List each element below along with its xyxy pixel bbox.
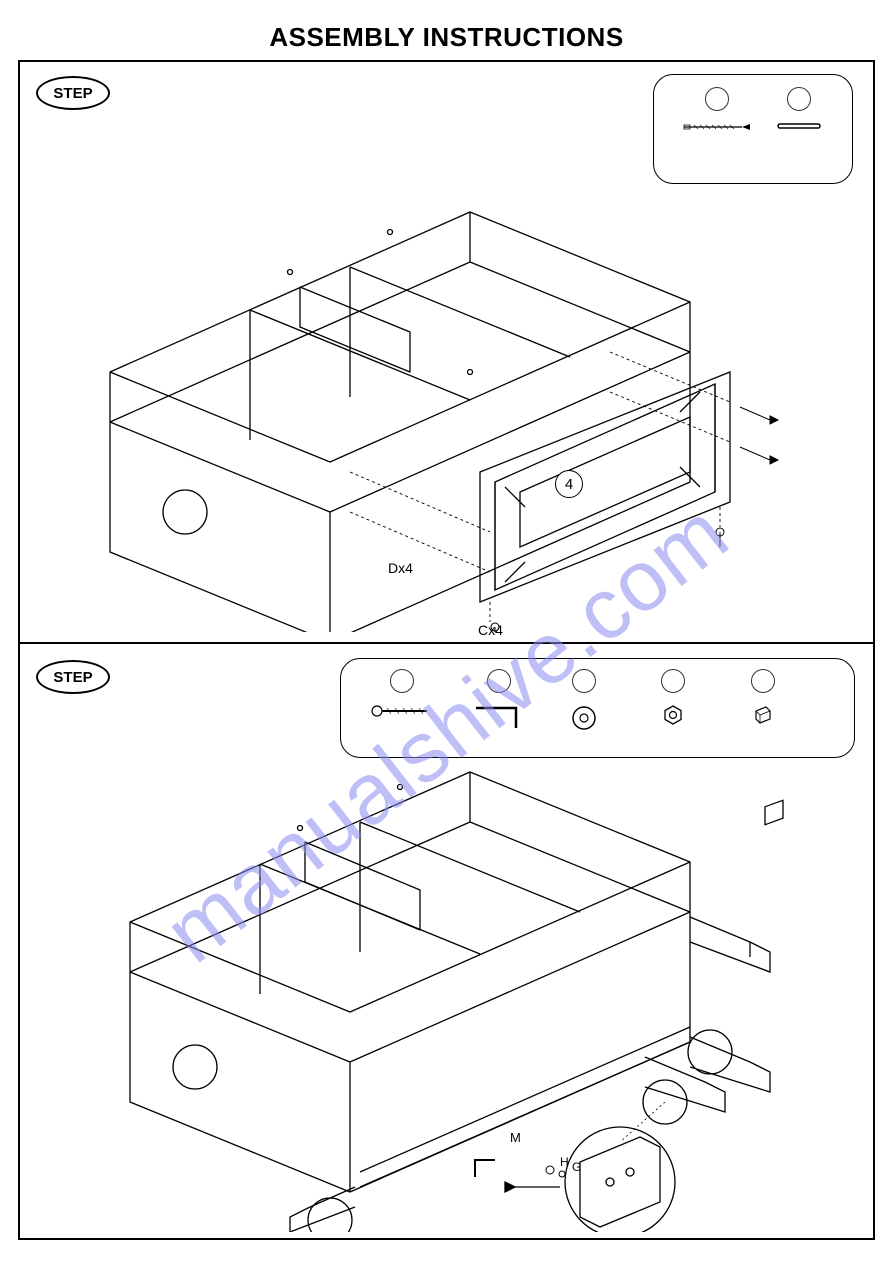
hw-item-c	[682, 87, 752, 133]
part-number-circle-4: 4	[555, 470, 583, 498]
callout-cx4: Cx4	[478, 622, 503, 638]
hw-item-pad	[751, 669, 775, 725]
hw-circle-washer	[572, 669, 596, 693]
part-number-4-label: 4	[565, 476, 573, 493]
instruction-frame: STEP	[18, 60, 875, 1240]
dowel-icon	[774, 121, 824, 131]
hw-circle-c	[705, 87, 729, 111]
hw-circle-nut	[661, 669, 685, 693]
callout-h: H	[560, 1155, 569, 1169]
diagram-svg-2	[50, 742, 840, 1232]
hw-item-nut	[661, 669, 685, 727]
step-badge-2: STEP	[36, 660, 110, 694]
nut-icon	[661, 703, 685, 727]
hw-item-d	[774, 87, 824, 131]
callout-g: G	[572, 1160, 581, 1174]
diagram-svg-1	[50, 172, 840, 632]
bolt-icon	[369, 703, 434, 719]
screw-long-icon	[682, 121, 752, 133]
hw-circle-allen	[487, 669, 511, 693]
step-badge-2-label: STEP	[53, 669, 92, 686]
assembly-diagram-step1: 4 Dx4 Cx4	[50, 172, 840, 632]
page-title: ASSEMBLY INSTRUCTIONS	[0, 0, 893, 61]
washer-icon	[569, 703, 599, 733]
assembly-diagram-step2: M H G	[50, 742, 840, 1232]
callout-dx4: Dx4	[388, 560, 413, 576]
callout-m: M	[510, 1130, 521, 1145]
hw-circle-d	[787, 87, 811, 111]
allen-key-icon	[471, 703, 526, 731]
step-badge-1-label: STEP	[53, 85, 92, 102]
pad-icon	[752, 703, 774, 725]
hardware-box-step1	[653, 74, 853, 184]
section-divider	[20, 642, 873, 644]
hw-item-bolt	[369, 669, 434, 719]
hw-item-washer	[569, 669, 599, 733]
hw-circle-bolt	[390, 669, 414, 693]
hw-circle-pad	[751, 669, 775, 693]
hw-item-allen	[471, 669, 526, 731]
step-badge-1: STEP	[36, 76, 110, 110]
